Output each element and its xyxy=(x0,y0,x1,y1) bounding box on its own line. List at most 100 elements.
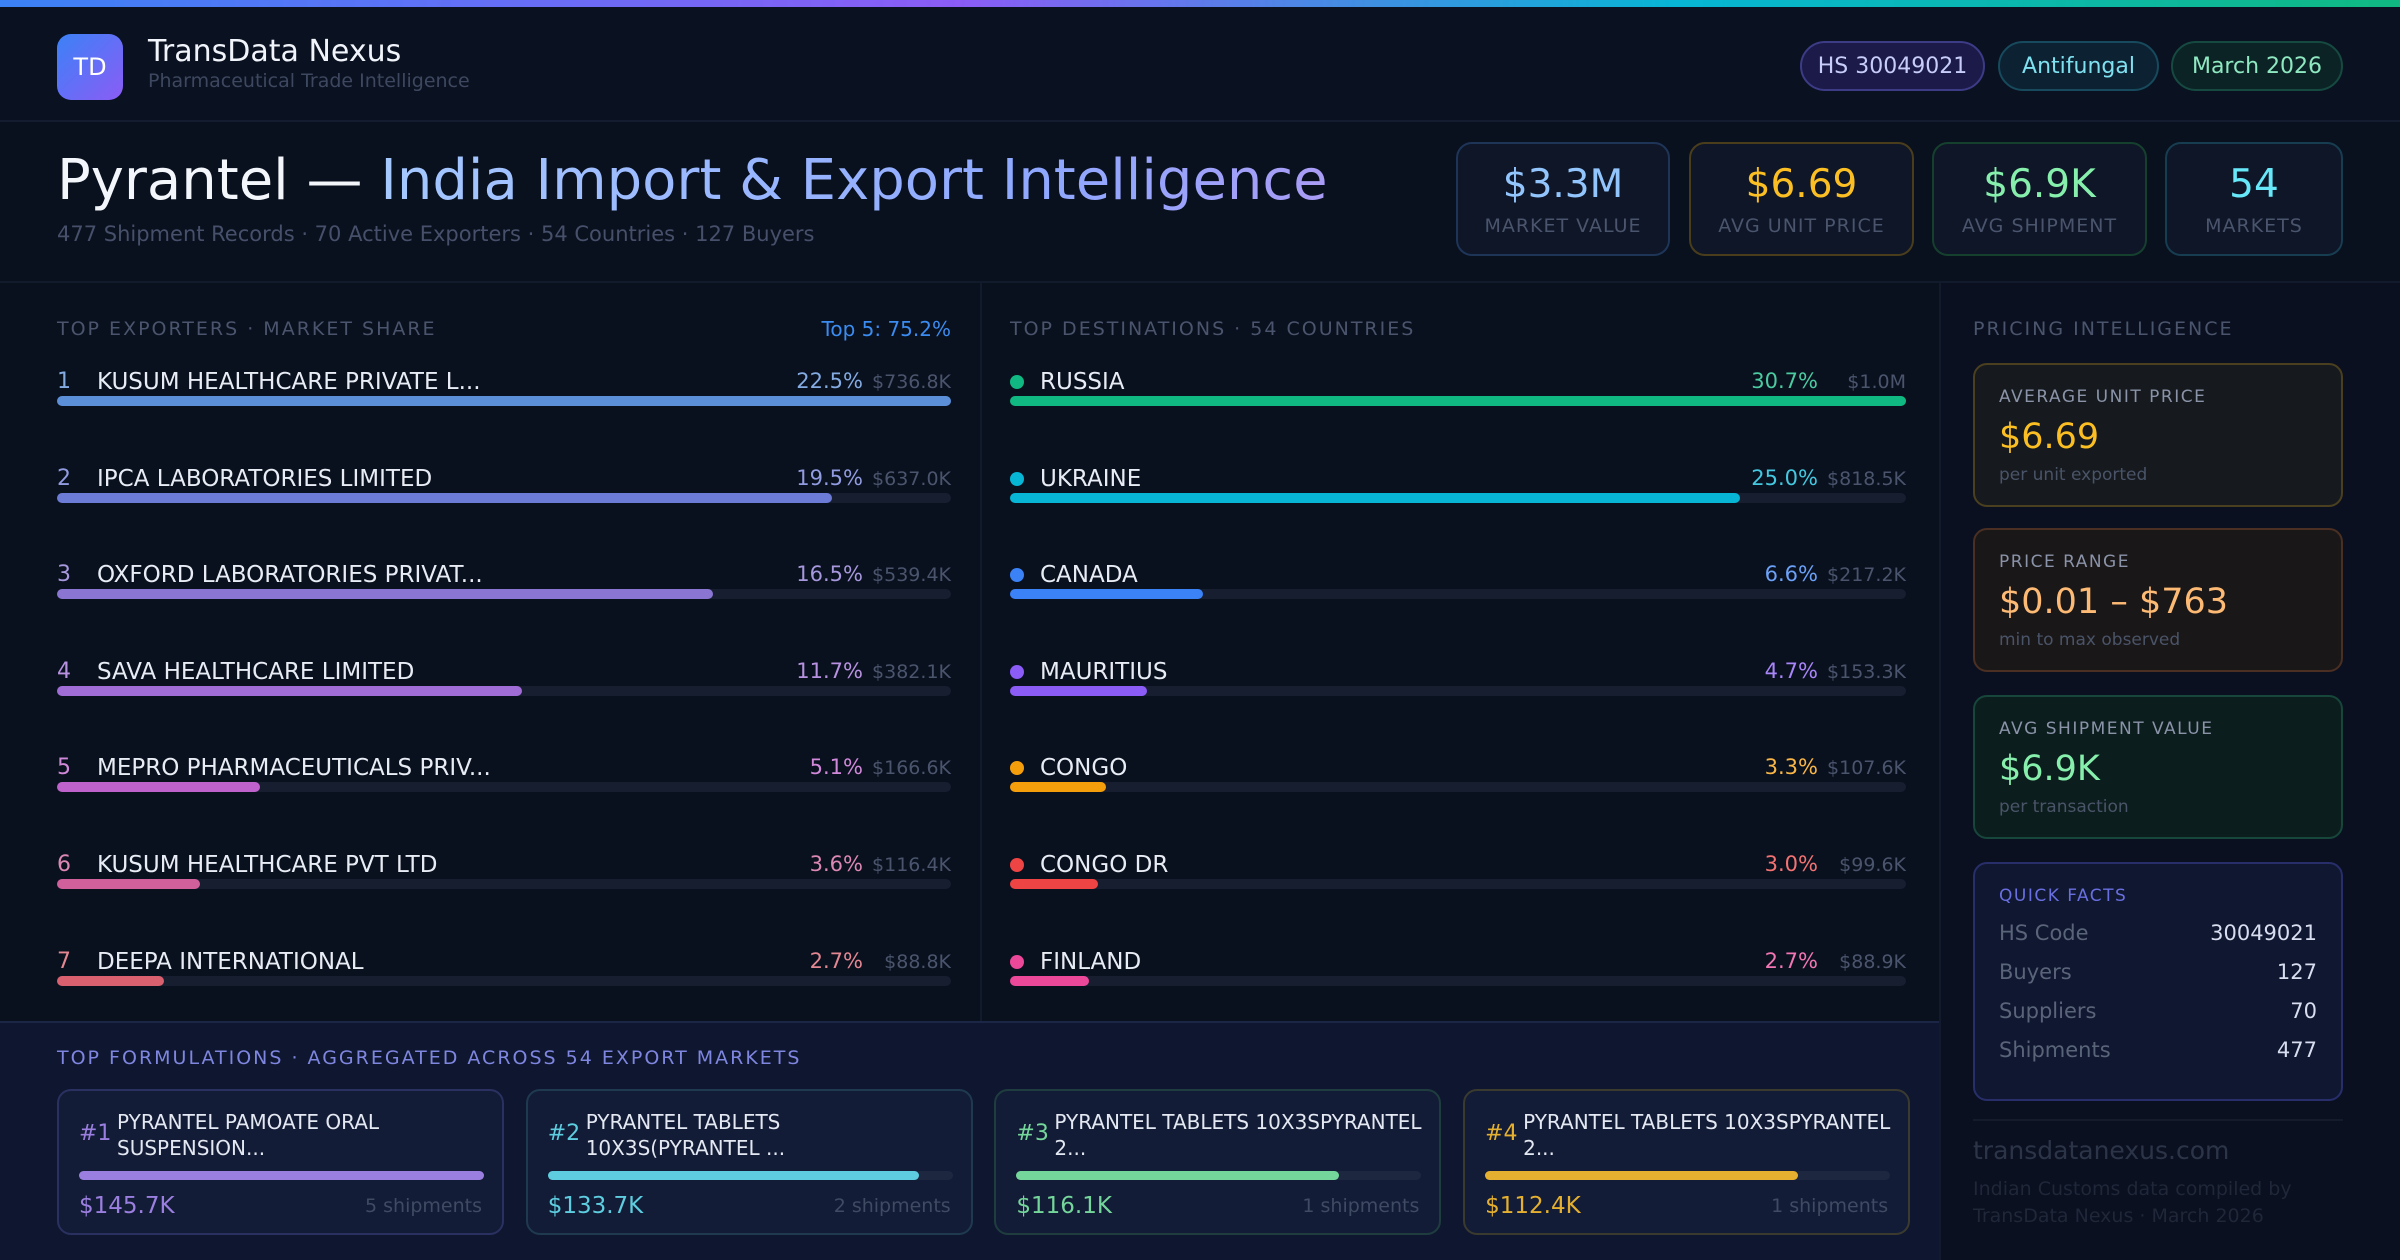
share-bar-fill xyxy=(57,492,832,503)
exporter-rank: 6 xyxy=(57,852,71,877)
card-sub: per transaction xyxy=(1999,797,2129,817)
country-value: $1.0M xyxy=(1847,371,1906,393)
card-value: $6.9K xyxy=(1999,749,2100,789)
divider xyxy=(980,283,982,1021)
formulation-card[interactable]: #1 PYRANTEL PAMOATE ORAL SUSPENSION... $14… xyxy=(57,1089,504,1235)
divider xyxy=(1973,1119,2343,1121)
category-pill[interactable]: Antifungal xyxy=(1998,41,2159,91)
formulation-shipments: 5 shipments xyxy=(365,1195,482,1217)
kpi-value: $3.3M xyxy=(1502,161,1624,207)
card-title: QUICK FACTS xyxy=(1999,886,2128,906)
quick-fact-row: HS Code 30049021 xyxy=(1999,921,2317,945)
exporter-name: IPCA LABORATORIES LIMITED xyxy=(97,465,433,492)
formulation-name: PYRANTEL TABLETS 10X3SPYRANTEL 2... xyxy=(1054,1110,1422,1160)
card-value: $0.01 – $763 xyxy=(1999,582,2229,622)
kpi-market-value: $3.3M MARKET VALUE xyxy=(1456,142,1670,256)
country-value: $818.5K xyxy=(1827,467,1906,490)
formulation-name: PYRANTEL TABLETS 10X3S(PYRANTEL ... xyxy=(585,1110,786,1160)
country-name: RUSSIA xyxy=(1040,369,1125,395)
formulation-shipments: 2 shipments xyxy=(833,1195,951,1217)
exporter-share: 5.1% xyxy=(809,755,863,780)
exporter-rank: 1 xyxy=(57,369,71,394)
formulation-card[interactable]: #4 PYRANTEL TABLETS 10X3SPYRANTEL 2... $11… xyxy=(1463,1089,1911,1235)
country-name: MAURITIUS xyxy=(1040,658,1168,685)
title-product: Pyrantel — xyxy=(57,148,363,213)
kpi-value: 54 xyxy=(2229,161,2279,207)
page-subtitle: 477 Shipment Records · 70 Active Exporte… xyxy=(57,222,815,246)
share-bar-fill xyxy=(57,879,201,889)
share-bar-fill xyxy=(57,975,165,986)
country-name: UKRAINE xyxy=(1040,465,1142,492)
destination-row[interactable]: MAURITIUS 4.7% $153.3K xyxy=(1010,659,1906,719)
card-title: AVG SHIPMENT VALUE xyxy=(1999,719,2214,739)
share-bar-fill xyxy=(1010,782,1107,793)
formulations-heading: TOP FORMULATIONS · AGGREGATED ACROSS 54 … xyxy=(57,1047,802,1069)
formulation-card[interactable]: #3 PYRANTEL TABLETS 10X3SPYRANTEL 2... $11… xyxy=(994,1089,1442,1235)
exporter-name: OXFORD LABORATORIES PRIVAT... xyxy=(97,562,483,589)
fact-value: 477 xyxy=(2276,1038,2317,1062)
footer-note: Indian Customs data compiled by TransData… xyxy=(1973,1176,2292,1230)
formulation-bar-track xyxy=(79,1171,484,1180)
title-rest: India Import & Export Intelligence xyxy=(380,148,1328,213)
divider xyxy=(1939,283,1941,1260)
formulation-shipments: 1 shipments xyxy=(1771,1195,1889,1217)
quick-fact-row: Suppliers 70 xyxy=(1999,999,2317,1023)
country-share: 25.0% xyxy=(1751,465,1818,490)
exporter-name: SAVA HEALTHCARE LIMITED xyxy=(97,658,415,685)
exporter-row[interactable]: 3 OXFORD LABORATORIES PRIVAT... 16.5% $539.… xyxy=(57,562,951,622)
destination-row[interactable]: UKRAINE 25.0% $818.5K xyxy=(1010,466,1906,526)
share-bar-track xyxy=(57,589,951,600)
formulation-bar-track xyxy=(1016,1171,1422,1180)
exporter-row[interactable]: 7 DEEPA INTERNATIONAL 2.7% $88.8K xyxy=(57,949,951,1009)
formulation-bar-fill xyxy=(1485,1171,1798,1180)
exporter-row[interactable]: 4 SAVA HEALTHCARE LIMITED 11.7% $382.1K xyxy=(57,659,951,719)
pricing-heading: PRICING INTELLIGENCE xyxy=(1973,318,2234,340)
country-dot-icon xyxy=(1010,375,1024,389)
country-name: CONGO DR xyxy=(1040,852,1169,878)
country-dot-icon xyxy=(1010,761,1024,776)
date-pill[interactable]: March 2026 xyxy=(2171,41,2343,91)
share-bar-fill xyxy=(57,396,951,406)
exporter-row[interactable]: 1 KUSUM HEALTHCARE PRIVATE L... 22.5% $736.… xyxy=(57,369,951,429)
hs-code-pill[interactable]: HS 30049021 xyxy=(1800,41,1985,91)
footer-url[interactable]: transdatanexus.com xyxy=(1973,1136,2230,1165)
share-bar-track xyxy=(1010,492,1906,503)
kpi-markets: 54 MARKETS xyxy=(2165,142,2343,256)
share-bar-fill xyxy=(57,685,522,696)
formulation-card[interactable]: #2 PYRANTEL TABLETS 10X3S(PYRANTEL ... $13… xyxy=(525,1089,973,1235)
share-bar-fill xyxy=(1010,492,1740,503)
quick-fact-row: Buyers 127 xyxy=(1999,960,2317,984)
fact-value: 30049021 xyxy=(2210,921,2317,945)
formulation-name: PYRANTEL TABLETS 10X3SPYRANTEL 2... xyxy=(1523,1110,1891,1160)
quick-facts-card: QUICK FACTS HS Code 30049021 Buyers 127 Supp… xyxy=(1973,862,2343,1101)
share-bar-track xyxy=(1010,975,1906,986)
country-value: $99.6K xyxy=(1839,854,1906,876)
share-bar-track xyxy=(57,975,951,986)
exporter-row[interactable]: 6 KUSUM HEALTHCARE PVT LTD 3.6% $116.4K xyxy=(57,852,951,912)
destination-row[interactable]: CANADA 6.6% $217.2K xyxy=(1010,562,1906,622)
divider xyxy=(0,281,2400,283)
kpi-label: AVG UNIT PRICE xyxy=(1718,214,1885,237)
footer-line: Indian Customs data compiled by xyxy=(1973,1178,2292,1200)
exporter-rank: 3 xyxy=(57,562,71,588)
fact-label: HS Code xyxy=(1999,921,2089,945)
country-share: 30.7% xyxy=(1751,369,1818,393)
country-value: $88.9K xyxy=(1839,950,1906,973)
exporter-row[interactable]: 2 IPCA LABORATORIES LIMITED 19.5% $637.0K xyxy=(57,466,951,526)
country-dot-icon xyxy=(1010,858,1024,872)
formulation-shipments: 1 shipments xyxy=(1302,1195,1420,1217)
country-share: 4.7% xyxy=(1764,658,1818,683)
destination-row[interactable]: CONGO DR 3.0% $99.6K xyxy=(1010,852,1906,912)
destination-row[interactable]: CONGO 3.3% $107.6K xyxy=(1010,755,1906,815)
destination-row[interactable]: RUSSIA 30.7% $1.0M xyxy=(1010,369,1906,429)
price-range-card: PRICE RANGE $0.01 – $763 min to max obse… xyxy=(1973,528,2343,672)
destination-row[interactable]: FINLAND 2.7% $88.9K xyxy=(1010,949,1906,1009)
avg-shipment-card: AVG SHIPMENT VALUE $6.9K per transaction xyxy=(1973,695,2343,839)
fact-value: 70 xyxy=(2290,999,2317,1023)
share-bar-track xyxy=(1010,396,1906,406)
exporter-row[interactable]: 5 MEPRO PHARMACEUTICALS PRIV... 5.1% $166.6… xyxy=(57,755,951,815)
country-dot-icon xyxy=(1010,664,1024,679)
accent-bar xyxy=(0,0,2400,7)
country-name: CANADA xyxy=(1040,562,1138,589)
country-dot-icon xyxy=(1010,954,1024,969)
